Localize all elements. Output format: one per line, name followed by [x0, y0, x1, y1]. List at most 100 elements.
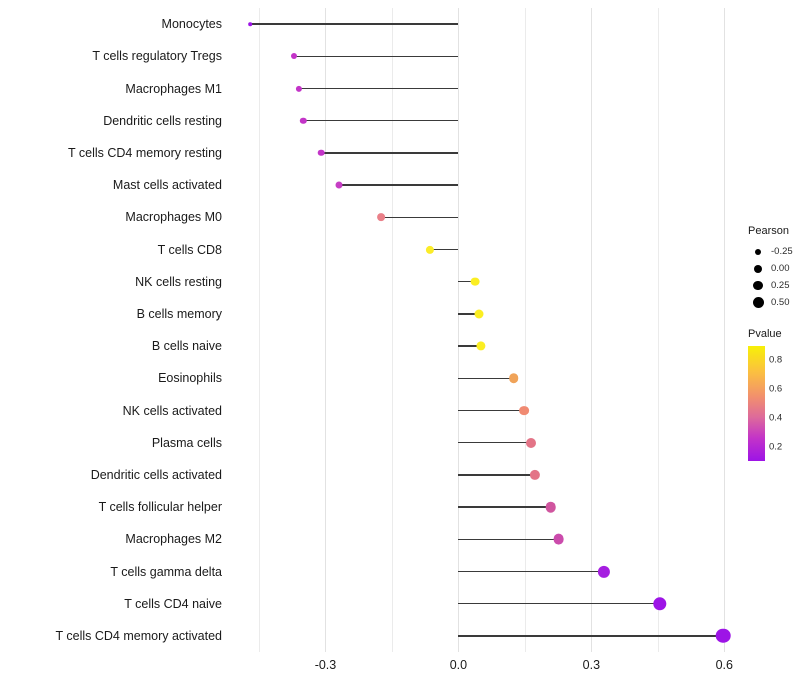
y-axis-label: Macrophages M0	[125, 210, 222, 225]
gridline-minor	[391, 8, 393, 652]
colorbar-tick-mark	[765, 360, 768, 361]
lollipop-stem	[458, 538, 559, 541]
x-axis-tick-label: 0.6	[715, 658, 733, 672]
colorbar-wrapper: 0.8 0.6 0.4 0.2	[748, 346, 800, 461]
colorbar-tick-mark	[765, 447, 768, 448]
lollipop-stem	[458, 474, 536, 476]
y-axis-label: T cells CD4 memory activated	[55, 628, 223, 643]
colorbar-tick-mark	[765, 418, 768, 419]
lollipop-stem	[303, 119, 459, 122]
lollipop-point[interactable]	[716, 628, 731, 644]
legend-area: Pearson -0.25 0.00 0.25 0.50 Pvalue 0.8 0.6 0…	[748, 226, 800, 461]
pvalue-legend-title: Pvalue	[748, 328, 782, 340]
y-axis-label: Macrophages M1	[125, 81, 222, 96]
pearson-legend-item: 0.00	[748, 260, 800, 277]
plot-panel	[228, 8, 742, 652]
lollipop-stem	[458, 280, 475, 283]
y-axis-label: T cells gamma delta	[110, 564, 222, 579]
lollipop-stem	[250, 23, 459, 25]
lollipop-point[interactable]	[597, 565, 610, 578]
lollipop-stem	[298, 87, 459, 90]
pearson-legend-dot	[748, 248, 768, 255]
y-axis-label: T cells CD4 naive	[124, 596, 222, 611]
pearson-legend-item: 0.50	[748, 294, 800, 311]
lollipop-point[interactable]	[335, 181, 343, 189]
y-axis-label: Macrophages M2	[125, 532, 222, 547]
lollipop-stem	[458, 506, 551, 508]
lollipop-point[interactable]	[291, 53, 298, 60]
lollipop-stem	[458, 635, 724, 637]
y-axis-label: B cells memory	[136, 306, 222, 321]
lollipop-point[interactable]	[376, 213, 385, 222]
lollipop-point[interactable]	[475, 341, 486, 351]
y-axis-label: NK cells activated	[122, 403, 222, 418]
lollipop-stem	[294, 55, 459, 58]
lollipop-point[interactable]	[474, 309, 484, 319]
y-axis-label: Plasma cells	[151, 435, 222, 450]
lollipop-point[interactable]	[519, 405, 529, 416]
lollipop-point[interactable]	[300, 117, 307, 124]
lollipop-point[interactable]	[545, 501, 556, 513]
lollipop-point[interactable]	[509, 373, 519, 384]
pearson-legend-dot	[748, 297, 768, 308]
lollipop-stem	[321, 152, 459, 154]
gridline-major	[724, 8, 726, 652]
lollipop-stem	[458, 441, 532, 444]
pearson-legend-dot	[748, 280, 768, 291]
y-axis-category-labels: Monocytes T cells regulatory Tregs Macroph…	[0, 8, 223, 652]
lollipop-point[interactable]	[526, 437, 537, 448]
pearson-size-legend: Pearson -0.25 0.00 0.25 0.50	[748, 226, 800, 311]
pearson-legend-label: 0.50	[771, 297, 790, 308]
pearson-legend-items: -0.25 0.00 0.25 0.50	[748, 243, 800, 311]
y-axis-label: T cells regulatory Tregs	[92, 49, 222, 64]
y-axis-label: T cells follicular helper	[98, 499, 222, 514]
lollipop-stem	[338, 184, 459, 186]
pvalue-color-legend: Pvalue 0.8 0.6 0.4 0.2	[748, 329, 800, 461]
lollipop-point[interactable]	[317, 149, 325, 157]
lollipop-point[interactable]	[653, 596, 667, 611]
pearson-legend-label: 0.25	[771, 280, 790, 291]
y-axis-label: NK cells resting	[135, 274, 222, 289]
x-axis-tick-label: 0.3	[582, 658, 601, 672]
colorbar-tick-label: 0.2	[769, 441, 783, 453]
pearson-legend-dot	[748, 264, 768, 273]
y-axis-label: T cells CD8	[157, 242, 222, 257]
lollipop-point[interactable]	[470, 277, 480, 287]
lollipop-point[interactable]	[248, 22, 252, 26]
lollipop-stem	[458, 570, 604, 573]
lollipop-point[interactable]	[425, 245, 434, 254]
lollipop-point[interactable]	[529, 469, 541, 480]
lollipop-stem	[458, 345, 481, 347]
colorbar-tick-label: 0.6	[769, 383, 783, 395]
y-axis-label: T cells CD4 memory resting	[68, 145, 222, 160]
colorbar-tick-mark	[765, 389, 768, 390]
gridline-minor	[259, 8, 261, 652]
y-axis-label: Dendritic cells resting	[103, 113, 222, 128]
gridline-minor	[524, 8, 526, 652]
y-axis-label: Eosinophils	[158, 371, 222, 386]
y-axis-label: Dendritic cells activated	[90, 467, 222, 482]
gridline-major	[591, 8, 593, 652]
lollipop-point[interactable]	[553, 533, 564, 545]
y-axis-label: Monocytes	[161, 16, 222, 31]
colorbar-tick-label: 0.8	[769, 354, 783, 366]
pearson-legend-item: 0.25	[748, 277, 800, 294]
lollipop-stem	[458, 313, 479, 315]
pearson-legend-title: Pearson	[748, 225, 789, 237]
lollipop-stem	[380, 216, 459, 219]
y-axis-label: Mast cells activated	[112, 177, 222, 192]
gridline-major	[458, 8, 460, 652]
y-axis-label: B cells naive	[151, 338, 222, 353]
pearson-legend-label: -0.25	[771, 246, 793, 257]
gridline-minor	[657, 8, 659, 652]
x-axis-tick-label: 0.0	[449, 658, 468, 672]
pearson-legend-label: 0.00	[771, 263, 790, 274]
colorbar-tick-labels: 0.8 0.6 0.4 0.2	[765, 346, 797, 461]
x-axis: -0.3 0.0 0.3 0.6	[228, 652, 742, 682]
lollipop-stem	[458, 409, 524, 412]
lollipop-point[interactable]	[295, 85, 302, 92]
x-axis-tick-label: -0.3	[314, 658, 337, 672]
lollipop-stem	[458, 377, 514, 380]
pvalue-colorbar	[748, 346, 765, 461]
